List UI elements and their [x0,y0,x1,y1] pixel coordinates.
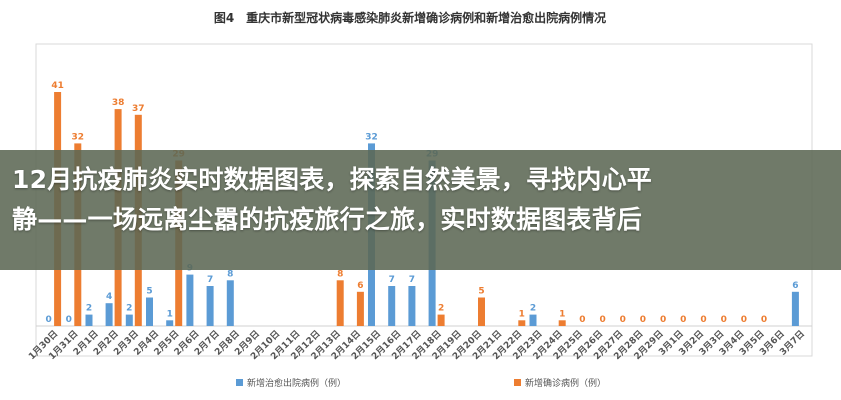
confirmed-bar-20 [437,314,445,326]
confirmed-label-32: 0 [680,315,686,325]
confirmed-label-1: 41 [51,81,64,91]
confirmed-label-33: 0 [700,315,706,325]
confirmed-label-28: 0 [599,315,605,325]
recovered-bar-4 [105,303,113,326]
recovered-bar-6 [146,297,153,326]
confirmed-label-15: 8 [337,269,343,279]
confirmed-label-29: 0 [620,315,626,325]
recovered-bar-5 [125,314,133,326]
confirmed-label-22: 5 [478,287,484,297]
recovered-bar-7 [166,320,174,326]
overlay-line-2: 静——一场远离尘嚣的抗疫旅行之旅，实时数据图表背后 [12,205,643,234]
confirmed-label-35: 0 [741,315,747,325]
recovered-label-5: 2 [126,304,132,314]
recovered-label-9: 7 [207,275,213,285]
confirmed-label-2: 32 [72,132,85,142]
confirmed-label-5: 37 [132,104,145,114]
recovered-bar-10 [226,280,234,326]
confirmed-label-31: 0 [660,315,666,325]
chart-title: 图4 重庆市新型冠状病毒感染肺炎新增确诊病例和新增治愈出院病例情况 [214,10,606,25]
x-tick-labels-layer: 1月30日1月31日2月1日2月2日2月3日2月4日2月5日2月6日2月7日2月… [26,328,807,362]
confirmed-label-34: 0 [721,315,727,325]
legend-label-confirmed: 新增确诊病例（例） [525,377,606,389]
confirmed-bar-22 [478,297,485,326]
overlay-line-1: 12月抗疫肺炎实时数据图表，探索自然美景，寻找内心平 [12,165,652,194]
confirmed-bar-24 [518,320,526,326]
confirmed-label-27: 0 [579,315,585,325]
legend-swatch-confirmed [514,379,521,386]
recovered-label-7: 1 [167,309,173,319]
recovered-label-3: 2 [86,304,92,314]
confirmed-bar-26 [558,320,566,326]
confirmed-bar-16 [356,291,364,326]
recovered-label-18: 7 [389,275,395,285]
recovered-label-17: 32 [365,132,378,142]
confirmed-bar-15 [336,280,344,326]
legend: 新增治愈出院病例（例） 新增确诊病例（例） [236,377,606,389]
recovered-bar-19 [408,286,416,326]
recovered-label-2: 0 [66,315,72,325]
recovered-label-38: 6 [792,281,798,291]
overlay-banner: 12月抗疫肺炎实时数据图表，探索自然美景，寻找内心平 静——一场远离尘嚣的抗疫旅… [0,150,841,270]
recovered-bar-8 [186,274,194,326]
confirmed-label-24: 1 [519,309,525,319]
recovered-label-6: 5 [146,287,152,297]
confirmed-label-36: 0 [761,315,767,325]
confirmed-label-26: 1 [559,309,565,319]
recovered-label-25: 2 [530,304,536,314]
recovered-bar-25 [529,314,537,326]
confirmed-label-30: 0 [640,315,646,325]
recovered-bar-18 [388,286,396,326]
legend-swatch-recovered [236,379,243,386]
recovered-label-4: 4 [106,292,112,302]
confirmed-label-4: 38 [112,98,125,108]
recovered-bar-9 [206,286,214,326]
recovered-bar-38 [791,291,799,326]
data-labels-layer: 0024251978327729264132383729862511000000… [45,81,798,325]
recovered-bar-3 [85,314,93,326]
recovered-label-1: 0 [45,315,51,325]
confirmed-label-20: 2 [438,304,444,314]
legend-label-recovered: 新增治愈出院病例（例） [247,377,346,389]
recovered-label-10: 8 [227,269,233,279]
recovered-label-19: 7 [409,275,415,285]
confirmed-label-16: 6 [357,281,363,291]
